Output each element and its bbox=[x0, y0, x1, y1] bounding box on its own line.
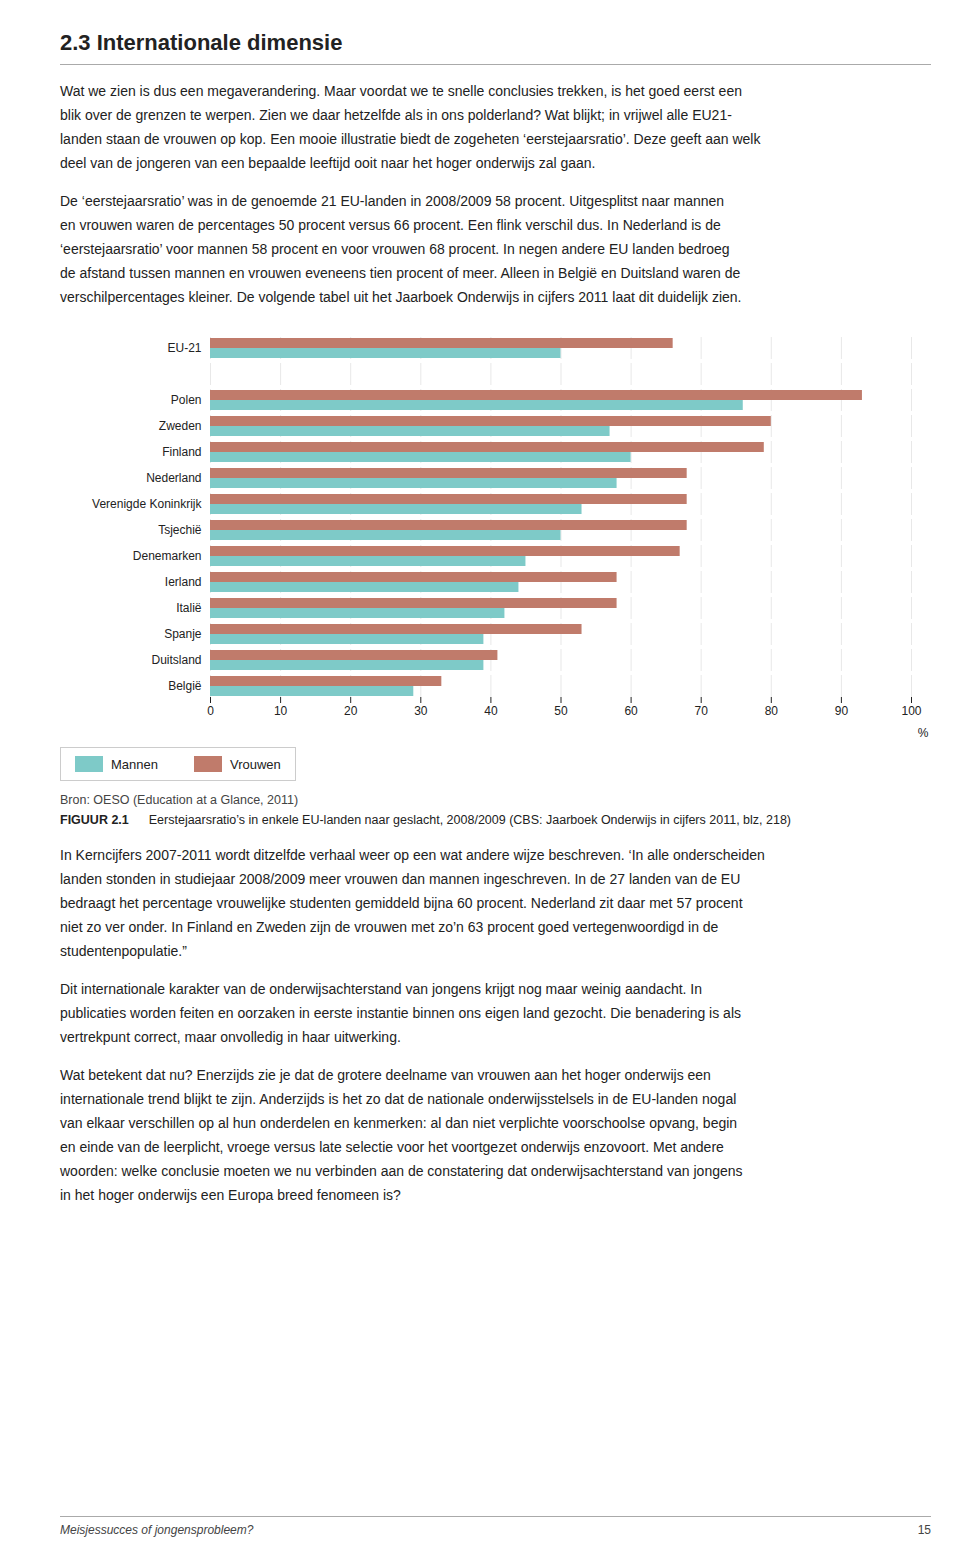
svg-text:50: 50 bbox=[554, 704, 568, 718]
svg-text:%: % bbox=[918, 726, 929, 740]
html-text:Bron: OESO (Education at a Gla: Bron: OESO (Education at a Glance, 2011) bbox=[60, 793, 299, 807]
svg-text:Verenigde Koninkrijk: Verenigde Koninkrijk bbox=[92, 497, 202, 511]
html-text:Wat we zien is dus een megaver: Wat we zien is dus een megaverandering. … bbox=[60, 83, 761, 171]
svg-text:Nederland: Nederland bbox=[146, 471, 201, 485]
html-text:Vrouwen: Vrouwen bbox=[230, 756, 281, 772]
svg-text:Polen: Polen bbox=[171, 393, 202, 407]
svg-text:60: 60 bbox=[624, 704, 638, 718]
svg-text:30: 30 bbox=[414, 704, 428, 718]
html-text:Dit internationale karakter va: Dit internationale karakter van de onder… bbox=[60, 981, 741, 1045]
svg-text:10: 10 bbox=[274, 704, 288, 718]
svg-text:EU-21: EU-21 bbox=[167, 341, 201, 355]
svg-text:40: 40 bbox=[484, 704, 498, 718]
svg-text:70: 70 bbox=[695, 704, 709, 718]
svg-text:Tsjechië: Tsjechië bbox=[158, 523, 202, 537]
svg-text:Duitsland: Duitsland bbox=[151, 653, 201, 667]
svg-text:0: 0 bbox=[207, 704, 214, 718]
html-text:Meisjessucces of jongensproble: Meisjessucces of jongensprobleem? bbox=[60, 1523, 254, 1537]
html-text:FIGUUR 2.1: FIGUUR 2.1 bbox=[60, 813, 129, 827]
html-text:15: 15 bbox=[917, 1523, 931, 1537]
html-text:Eerstejaarsratio’s in enkele E: Eerstejaarsratio’s in enkele EU-landen n… bbox=[148, 813, 791, 827]
svg-text:Denemarken: Denemarken bbox=[133, 549, 202, 563]
svg-text:Spanje: Spanje bbox=[164, 627, 202, 641]
svg-text:80: 80 bbox=[765, 704, 779, 718]
html-text:De ‘eerstejaarsratio’ was in d: De ‘eerstejaarsratio’ was in de genoemde… bbox=[60, 193, 742, 305]
html-text:Mannen: Mannen bbox=[111, 756, 158, 772]
svg-text:Italië: Italië bbox=[176, 601, 202, 615]
svg-text:Ierland: Ierland bbox=[165, 575, 202, 589]
svg-text:100: 100 bbox=[901, 704, 921, 718]
svg-text:90: 90 bbox=[835, 704, 849, 718]
svg-text:20: 20 bbox=[344, 704, 358, 718]
svg-text:Zweden: Zweden bbox=[159, 419, 202, 433]
svg-text:Finland: Finland bbox=[162, 445, 201, 459]
svg-text:België: België bbox=[168, 679, 202, 693]
html-text:Wat betekent dat nu? Enerzijds: Wat betekent dat nu? Enerzijds zie je da… bbox=[60, 1067, 743, 1203]
html-text:In Kerncijfers 2007-2011 wordt: In Kerncijfers 2007-2011 wordt ditzelfde… bbox=[60, 847, 765, 959]
html-text:2.3 Internationale dimensie: 2.3 Internationale dimensie bbox=[60, 30, 343, 55]
